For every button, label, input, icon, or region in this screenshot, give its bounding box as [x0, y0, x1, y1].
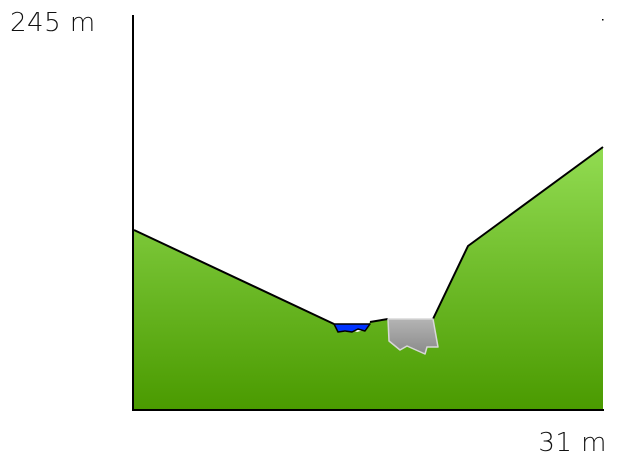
terrain-surface-line — [133, 146, 604, 325]
corner-marker — [602, 19, 604, 21]
water-channel — [333, 323, 371, 333]
y-axis-max-label: 245 m — [10, 8, 96, 38]
terrain-area — [134, 147, 603, 410]
x-axis-max-label: 31 m — [538, 428, 607, 458]
rock-block — [387, 318, 439, 355]
